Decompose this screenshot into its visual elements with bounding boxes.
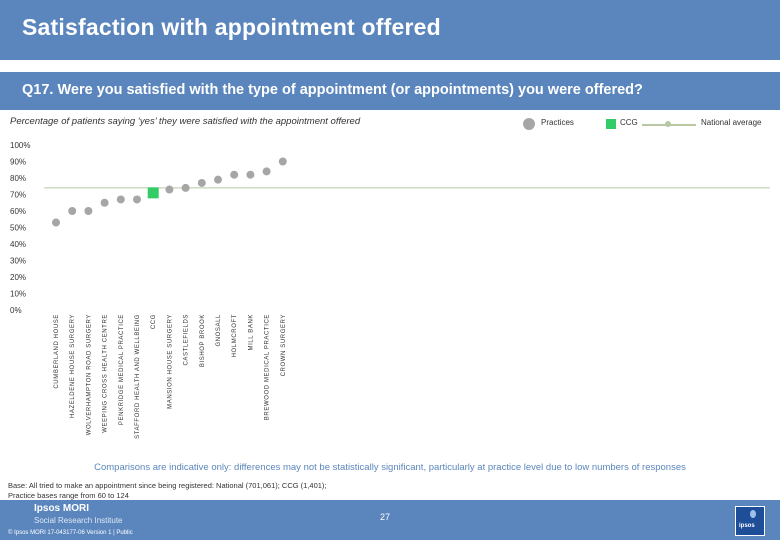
y-tick-label: 70%	[10, 191, 26, 200]
sri-logo-text: Social Research Institute	[34, 516, 123, 525]
category-label: BISHOP BROOK	[200, 314, 206, 367]
legend-ccg-marker	[606, 119, 616, 129]
base-line-2: Practice bases range from 60 to 124	[8, 491, 129, 500]
practice-point	[262, 167, 271, 176]
category-label: GNOSALL	[216, 314, 222, 347]
practice-point	[100, 198, 109, 207]
category-label: PENKRIDGE MEDICAL PRACTICE	[119, 314, 125, 425]
ccg-point	[147, 187, 159, 199]
category-label: BREWOOD MEDICAL PRACTICE	[265, 314, 271, 420]
legend-national-label: National average	[701, 118, 762, 127]
y-tick-label: 100%	[10, 141, 30, 150]
ipsos-mori-logo: Ipsos MORI	[34, 503, 90, 514]
corner-logo-text: ipsos	[739, 523, 755, 529]
practice-point	[230, 170, 239, 179]
category-label: HAZELDENE HOUSE SURGERY	[70, 314, 76, 418]
category-label: HOLMCROFT	[232, 314, 238, 357]
category-label: STAFFORD HEALTH AND WELLBEING	[135, 314, 141, 439]
page-title: Satisfaction with appointment offered	[22, 14, 441, 40]
copyright-text: © Ipsos MORI 17-043177-06 Version 1 | Pu…	[8, 530, 133, 536]
y-tick-label: 90%	[10, 158, 26, 167]
question-bar: Q17. Were you satisfied with the type of…	[0, 72, 780, 110]
legend-ccg-label: CCG	[620, 118, 638, 127]
y-tick-label: 10%	[10, 290, 26, 299]
y-tick-label: 0%	[10, 306, 22, 315]
chart-subtitle: Percentage of patients saying ‘yes’ they…	[10, 116, 361, 127]
chart-area: 100% 90% 80% 70% 60% 50% 40% 30% 20% 10% 0% CUMBERL…	[10, 141, 770, 439]
practice-point	[133, 195, 141, 204]
y-tick-label: 40%	[10, 240, 26, 249]
practice-point	[52, 218, 60, 227]
practice-point	[246, 170, 255, 179]
category-label: CUMBERLAND HOUSE	[54, 314, 60, 389]
y-tick-label: 80%	[10, 174, 26, 183]
category-label: CCG	[151, 314, 157, 329]
category-label: MILL BANK	[248, 314, 254, 351]
y-tick-label: 50%	[10, 224, 26, 233]
footer-bar	[0, 500, 780, 540]
comparison-note: Comparisons are indicative only: differe…	[94, 462, 686, 473]
y-tick-label: 60%	[10, 207, 26, 216]
practice-point	[197, 178, 206, 187]
practice-point	[165, 185, 174, 194]
page-number: 27	[380, 512, 391, 522]
practice-point	[278, 157, 287, 166]
y-tick-label: 20%	[10, 273, 26, 282]
ipsos-corner-logo: ipsos	[735, 506, 765, 536]
legend-national-marker	[665, 121, 671, 127]
practice-point	[84, 207, 93, 215]
practice-point	[116, 195, 125, 204]
category-label: WEEPING CROSS HEALTH CENTRE	[103, 314, 109, 433]
header-bar: Satisfaction with appointment offered	[0, 0, 780, 60]
category-label: MANSION HOUSE SURGERY	[167, 314, 173, 409]
legend-practice-marker	[523, 118, 535, 130]
practice-point	[68, 207, 77, 215]
legend-practices-label: Practices	[541, 118, 574, 127]
y-tick-label: 30%	[10, 257, 26, 266]
logo-mark-icon	[750, 510, 756, 518]
category-label: CASTLEFIELDS	[184, 314, 190, 366]
question-text: Q17. Were you satisfied with the type of…	[22, 82, 643, 98]
base-text: Base: All tried to make an appointment s…	[8, 481, 327, 501]
practice-point	[181, 183, 190, 192]
category-label: CROWN SURGERY	[281, 314, 287, 376]
practice-point	[214, 175, 222, 184]
base-line-1: Base: All tried to make an appointment s…	[8, 481, 327, 490]
category-label: WOLVERHAMPTON ROAD SURGERY	[86, 314, 92, 435]
